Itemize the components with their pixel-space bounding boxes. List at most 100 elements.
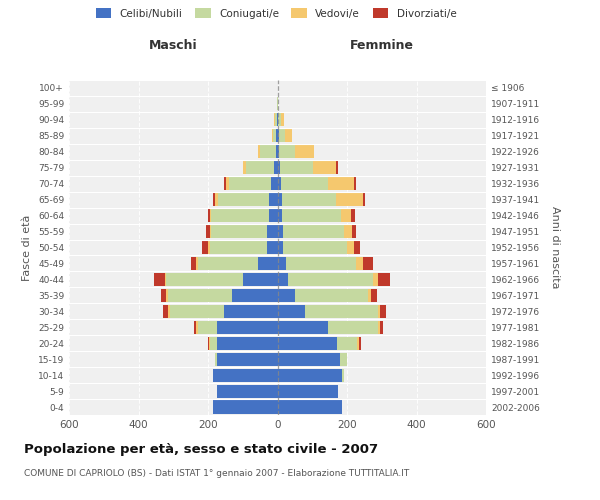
Text: Femmine: Femmine xyxy=(350,40,414,52)
Bar xyxy=(277,241,283,254)
Bar xyxy=(277,336,337,350)
Bar xyxy=(211,225,267,238)
Bar xyxy=(278,114,281,126)
Bar xyxy=(378,305,380,318)
Bar xyxy=(341,209,351,222)
Bar xyxy=(295,145,314,158)
Bar xyxy=(194,320,196,334)
Bar xyxy=(274,161,277,174)
Bar xyxy=(342,368,344,382)
Bar xyxy=(244,161,246,174)
Bar xyxy=(196,257,197,270)
Bar xyxy=(209,336,210,350)
Bar xyxy=(351,209,355,222)
Bar xyxy=(277,161,280,174)
Bar xyxy=(196,320,197,334)
Bar xyxy=(213,368,277,382)
Bar xyxy=(197,257,259,270)
Bar xyxy=(277,225,283,238)
Bar xyxy=(267,225,277,238)
Bar xyxy=(281,193,335,206)
Bar xyxy=(280,161,313,174)
Bar xyxy=(364,193,365,206)
Bar xyxy=(217,320,277,334)
Bar xyxy=(368,289,371,302)
Bar xyxy=(281,209,341,222)
Bar xyxy=(277,193,281,206)
Bar xyxy=(259,145,260,158)
Bar xyxy=(279,145,295,158)
Bar xyxy=(166,273,243,286)
Bar xyxy=(170,305,224,318)
Bar xyxy=(362,257,373,270)
Bar xyxy=(354,177,356,190)
Bar xyxy=(161,289,166,302)
Bar xyxy=(378,320,380,334)
Bar xyxy=(344,225,352,238)
Bar xyxy=(217,384,277,398)
Bar xyxy=(354,241,360,254)
Bar xyxy=(283,225,344,238)
Bar xyxy=(246,161,274,174)
Bar xyxy=(328,177,354,190)
Bar xyxy=(277,114,278,126)
Bar xyxy=(232,289,277,302)
Bar xyxy=(277,320,328,334)
Text: Maschi: Maschi xyxy=(149,40,197,52)
Bar xyxy=(278,130,285,142)
Text: COMUNE DI CAPRIOLO (BS) - Dati ISTAT 1° gennaio 2007 - Elaborazione TUTTITALIA.I: COMUNE DI CAPRIOLO (BS) - Dati ISTAT 1° … xyxy=(24,469,409,478)
Bar xyxy=(215,352,217,366)
Y-axis label: Fasce di età: Fasce di età xyxy=(22,214,32,280)
Bar xyxy=(213,400,277,413)
Bar xyxy=(277,209,281,222)
Bar xyxy=(168,289,232,302)
Bar xyxy=(277,305,305,318)
Bar xyxy=(208,209,210,222)
Bar xyxy=(272,130,273,142)
Bar xyxy=(337,336,358,350)
Bar xyxy=(305,305,378,318)
Bar xyxy=(197,320,217,334)
Bar xyxy=(210,336,217,350)
Bar xyxy=(277,177,281,190)
Bar xyxy=(154,273,164,286)
Bar xyxy=(340,352,347,366)
Bar xyxy=(210,225,211,238)
Legend: Celibi/Nubili, Coniugati/e, Vedovi/e, Divorziati/e: Celibi/Nubili, Coniugati/e, Vedovi/e, Di… xyxy=(92,5,460,21)
Bar xyxy=(277,145,279,158)
Bar xyxy=(295,289,368,302)
Bar xyxy=(277,273,288,286)
Bar xyxy=(210,209,211,222)
Bar xyxy=(191,257,196,270)
Bar xyxy=(215,193,218,206)
Y-axis label: Anni di nascita: Anni di nascita xyxy=(550,206,560,288)
Bar xyxy=(211,209,269,222)
Bar xyxy=(226,177,229,190)
Bar xyxy=(313,161,336,174)
Bar xyxy=(352,225,356,238)
Bar xyxy=(164,273,166,286)
Bar xyxy=(286,257,356,270)
Bar xyxy=(273,130,277,142)
Bar xyxy=(347,241,354,254)
Bar xyxy=(274,114,275,126)
Bar xyxy=(359,336,361,350)
Bar xyxy=(259,257,277,270)
Bar xyxy=(229,177,271,190)
Bar xyxy=(218,193,269,206)
Bar xyxy=(208,241,210,254)
Text: Popolazione per età, sesso e stato civile - 2007: Popolazione per età, sesso e stato civil… xyxy=(24,442,378,456)
Bar xyxy=(283,241,347,254)
Bar xyxy=(224,305,277,318)
Bar xyxy=(281,114,284,126)
Bar xyxy=(277,352,340,366)
Bar xyxy=(356,257,362,270)
Bar xyxy=(335,193,364,206)
Bar xyxy=(378,273,391,286)
Bar xyxy=(163,305,168,318)
Bar xyxy=(166,289,168,302)
Bar xyxy=(288,273,373,286)
Bar xyxy=(277,289,295,302)
Bar xyxy=(217,352,277,366)
Bar xyxy=(276,145,277,158)
